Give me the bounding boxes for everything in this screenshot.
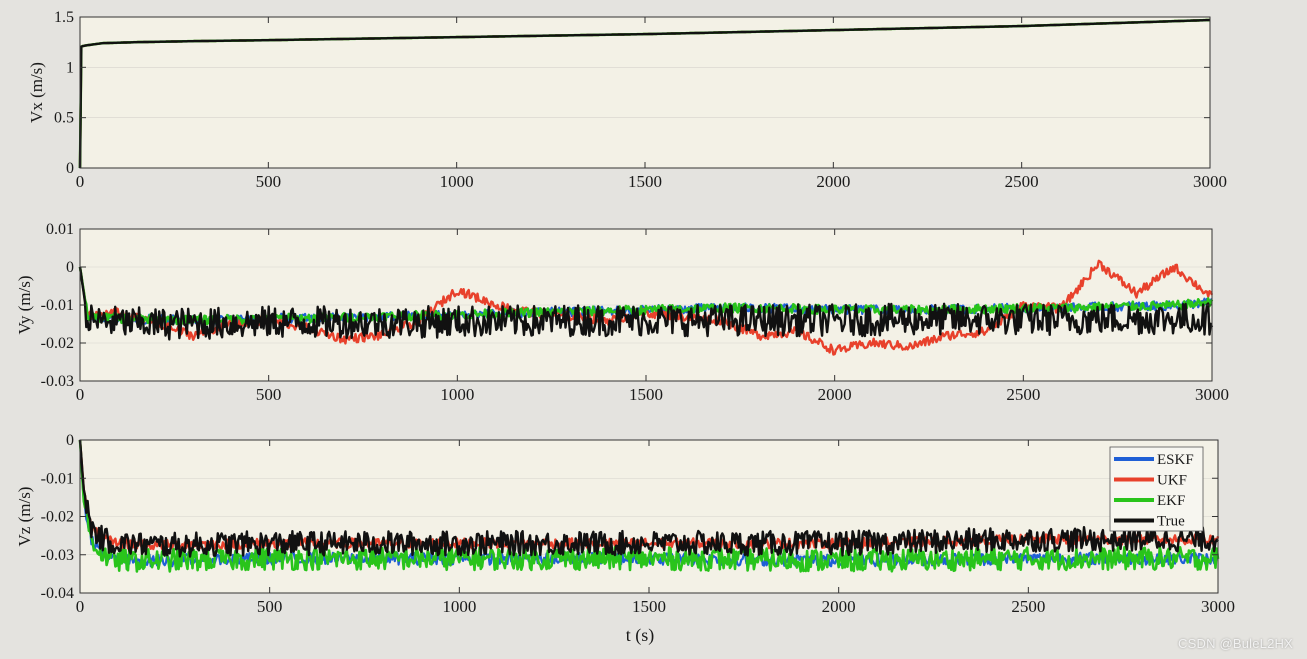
series-line-true xyxy=(78,439,1219,558)
y-tick-label: -0.04 xyxy=(41,585,74,602)
x-tick-label: 2500 xyxy=(1005,172,1039,191)
watermark: CSDN @BuleL2HX xyxy=(1178,636,1293,651)
x-tick-label: 1500 xyxy=(629,385,663,404)
x-tick-label: 2500 xyxy=(1011,597,1045,616)
x-tick-label: 3000 xyxy=(1201,597,1235,616)
y-axis-label: Vz (m/s) xyxy=(15,487,34,547)
x-tick-label: 3000 xyxy=(1195,385,1229,404)
x-tick-label: 2500 xyxy=(1006,385,1040,404)
x-tick-label: 1000 xyxy=(440,172,474,191)
x-tick-label: 0 xyxy=(76,172,85,191)
x-tick-label: 1000 xyxy=(442,597,476,616)
panel-2: 0 500 1000 1500 2000 2500 3000 -0.03 -0.02 -0.01 0… xyxy=(15,221,1229,404)
x-tick-label: 2000 xyxy=(816,172,850,191)
series-line-true xyxy=(78,266,1214,341)
x-tick-label: 3000 xyxy=(1193,172,1227,191)
x-tick-label: 0 xyxy=(76,597,85,616)
y-tick-label: 1 xyxy=(66,59,74,76)
y-tick-label: 0 xyxy=(66,259,74,276)
x-tick-label: 1500 xyxy=(628,172,662,191)
y-tick-label: 0.5 xyxy=(54,110,74,127)
axes-background xyxy=(80,17,1210,168)
x-axis-label: t (s) xyxy=(626,625,655,646)
y-tick-label: -0.01 xyxy=(41,297,74,314)
x-tick-label: 500 xyxy=(256,172,282,191)
y-axis-label: Vy (m/s) xyxy=(15,275,34,334)
series-line-ekf xyxy=(78,439,1220,573)
series-line-true xyxy=(78,18,1211,169)
legend: ESKF UKF EKF True xyxy=(1109,446,1204,532)
y-tick-label: -0.03 xyxy=(41,547,74,564)
legend-label-ukf: UKF xyxy=(1157,473,1187,489)
x-tick-label: 1500 xyxy=(632,597,666,616)
legend-label-true: True xyxy=(1157,514,1185,530)
legend-label-ekf: EKF xyxy=(1157,493,1185,509)
x-tick-label: 1000 xyxy=(440,385,474,404)
x-tick-label: 2000 xyxy=(818,385,852,404)
y-axis-label: Vx (m/s) xyxy=(27,62,46,123)
y-tick-label: -0.02 xyxy=(41,509,74,526)
x-tick-label: 0 xyxy=(76,385,85,404)
y-tick-label: -0.03 xyxy=(41,373,74,390)
y-tick-label: 0 xyxy=(66,432,74,449)
y-tick-label: 1.5 xyxy=(54,9,74,26)
x-tick-label: 500 xyxy=(257,597,283,616)
x-tick-label: 2000 xyxy=(822,597,856,616)
y-tick-label: 0.01 xyxy=(46,221,74,238)
x-tick-label: 500 xyxy=(256,385,282,404)
panel-1: 0 500 1000 1500 2000 2500 3000 0 0.5 1 1.5 Vx (m/s) xyxy=(27,9,1227,191)
legend-label-eskf: ESKF xyxy=(1157,452,1194,468)
panel-3: 0 500 1000 1500 2000 2500 3000 -0.04 -0.03 -0.02 -… xyxy=(15,432,1235,616)
y-tick-label: 0 xyxy=(66,160,74,177)
y-tick-label: -0.01 xyxy=(41,470,74,487)
y-tick-label: -0.02 xyxy=(41,335,74,352)
